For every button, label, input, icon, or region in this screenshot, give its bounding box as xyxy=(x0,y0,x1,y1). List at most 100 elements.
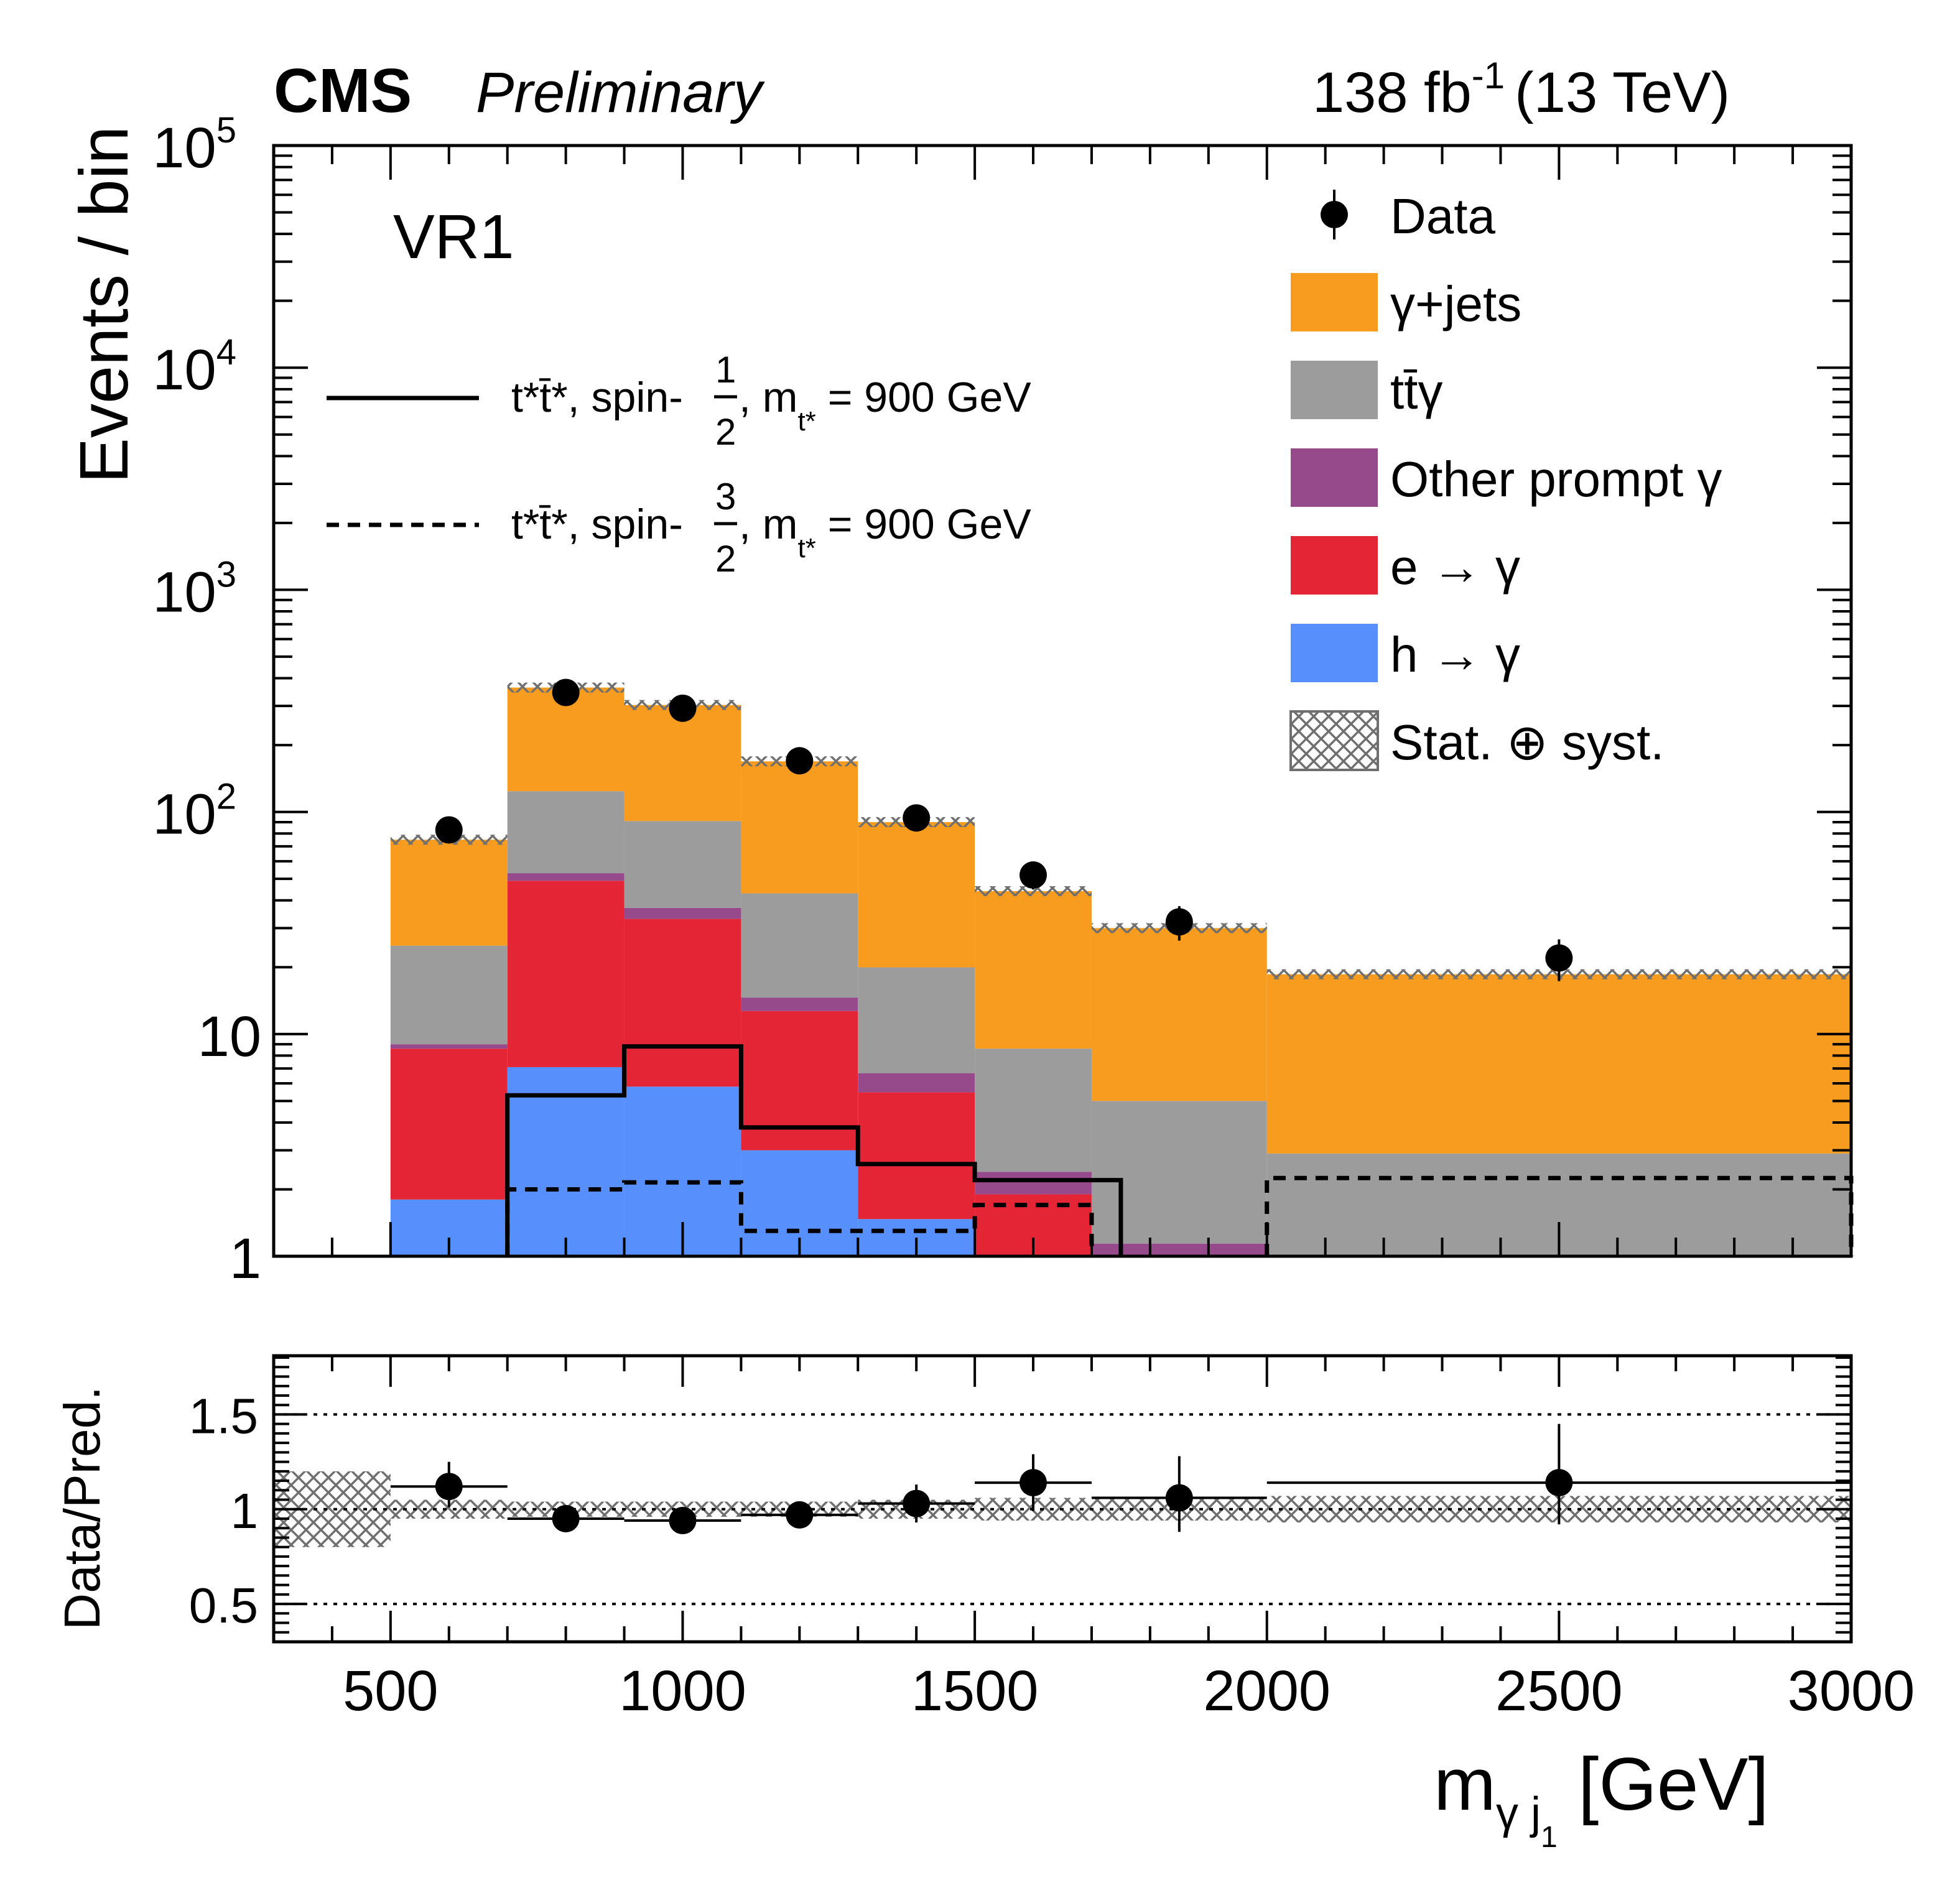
ratio-point xyxy=(1545,1469,1573,1497)
y-tick-exponent: 3 xyxy=(216,554,236,595)
legend-label-data: Data xyxy=(1390,188,1495,244)
signal-legend-1-num: 1 xyxy=(715,349,736,391)
legend-label: Other prompt γ xyxy=(1390,451,1722,507)
y-tick-exponent: 4 xyxy=(216,332,236,373)
data-point xyxy=(786,747,814,775)
bar-tt- xyxy=(741,893,858,998)
data-point xyxy=(903,804,931,832)
y-tick-label: 104 xyxy=(152,332,236,402)
legend-label-uncertainty: Stat. ⊕ syst. xyxy=(1390,715,1664,770)
bar-h- xyxy=(507,1067,625,1256)
bar-tt- xyxy=(390,945,508,1045)
ratio-point xyxy=(786,1501,814,1529)
signal-legend-2-text: t*t̄*, spin- xyxy=(511,501,683,548)
bar--jets xyxy=(858,822,975,968)
energy-label: (13 TeV) xyxy=(1515,61,1730,124)
uncertainty-band xyxy=(975,886,1092,896)
x-axis-title: mγ j1 [GeV] xyxy=(1434,1743,1769,1854)
region-label: VR1 xyxy=(393,202,514,272)
signal-legend-2-num: 3 xyxy=(715,476,736,517)
signal-legend-2-mass: , mt* = 900 GeV xyxy=(739,501,1031,563)
bar-other-prompt- xyxy=(507,873,625,881)
x-axis-title-sub: γ j xyxy=(1496,1789,1541,1838)
mass-text: , m xyxy=(739,501,797,548)
signal-line-solid xyxy=(505,1044,1123,1256)
bar-e- xyxy=(624,919,741,1087)
legend-swatch-1 xyxy=(1291,361,1378,419)
y-tick-base: 10 xyxy=(152,560,216,624)
bar-e- xyxy=(390,1049,508,1200)
legend-data-marker-icon xyxy=(1321,201,1348,228)
legend-swatch-0 xyxy=(1291,273,1378,331)
bar-tt- xyxy=(858,967,975,1073)
x-tick-label: 2500 xyxy=(1495,1659,1623,1723)
bar-tt- xyxy=(975,1049,1092,1172)
x-axis-title-m: m xyxy=(1434,1743,1496,1826)
y-tick-base: 10 xyxy=(152,338,216,402)
y-tick-label: 1 xyxy=(230,1227,261,1290)
ratio-point xyxy=(903,1489,931,1517)
bar--jets xyxy=(1091,928,1267,1101)
bar--jets xyxy=(1266,974,1851,1154)
y-tick-base: 10 xyxy=(152,116,216,180)
y-tick-label: 105 xyxy=(152,110,236,180)
signal-legend-1-mass: , mt* = 900 GeV xyxy=(739,374,1031,437)
legend-swatch-4 xyxy=(1291,624,1378,682)
ratio-y-tick-label: 1.5 xyxy=(189,1388,258,1443)
bar-other-prompt- xyxy=(390,1044,508,1049)
lumi-exponent: -1 xyxy=(1472,55,1505,96)
signal-legend-2-den: 2 xyxy=(715,538,736,580)
mass-sub: t* xyxy=(797,406,815,437)
bar-other-prompt- xyxy=(858,1073,975,1093)
y-tick-label: 103 xyxy=(152,554,236,624)
bar-tt- xyxy=(507,791,625,874)
signal-legend-1-den: 2 xyxy=(715,411,736,453)
data-point xyxy=(669,694,697,722)
legend-label: h → γ xyxy=(1390,627,1520,682)
legend-uncertainty-swatch xyxy=(1289,710,1379,771)
legend-swatch-2 xyxy=(1291,448,1378,507)
bar-other-prompt- xyxy=(1091,1243,1267,1256)
mass-text: , m xyxy=(739,374,797,421)
ratio-point xyxy=(435,1473,463,1501)
legend-label: γ+jets xyxy=(1390,276,1521,331)
mass-val: = 900 GeV xyxy=(816,501,1032,548)
y-tick-base: 10 xyxy=(152,783,216,846)
ratio-plot: 0.5 1 1.5 500 1000 1500 2000 2500 3000 xyxy=(189,1354,1915,1723)
ratio-point xyxy=(1019,1469,1047,1497)
bar-other-prompt- xyxy=(741,998,858,1011)
ratio-y-tick-label: 1 xyxy=(231,1483,259,1539)
ratio-point xyxy=(552,1504,580,1532)
x-tick-label: 2000 xyxy=(1203,1659,1331,1723)
ratio-y-axis-title: Data/Pred. xyxy=(54,1386,111,1630)
y-tick-exponent: 5 xyxy=(216,110,236,150)
data-point xyxy=(435,816,463,844)
data-point xyxy=(1165,908,1193,936)
experiment-label: CMS xyxy=(274,56,412,126)
y-tick-label: 102 xyxy=(152,777,236,846)
y-tick-label: 10 xyxy=(198,1005,261,1068)
ratio-y-tick-label: 0.5 xyxy=(189,1578,258,1633)
ratio-point xyxy=(669,1507,697,1535)
data-point xyxy=(1545,944,1573,972)
status-label: Preliminary xyxy=(476,61,765,124)
mass-val: = 900 GeV xyxy=(816,374,1032,421)
bar-other-prompt- xyxy=(624,907,741,919)
signal-legend-entry-2: t*t̄*, spin- xyxy=(511,501,683,548)
x-tick-label: 1000 xyxy=(619,1659,746,1723)
signal-legend-1-text: t*t̄*, spin- xyxy=(511,374,683,421)
x-axis-title-unit: [GeV] xyxy=(1558,1743,1769,1826)
bar-tt- xyxy=(1091,1101,1267,1244)
ratio-point xyxy=(1165,1484,1193,1512)
y-tick-exponent: 2 xyxy=(216,777,236,817)
legend-label: e → γ xyxy=(1390,539,1520,595)
mass-sub: t* xyxy=(797,533,815,563)
signal-legend: t*t̄*, spin- 1 2 , mt* = 900 GeV t*t̄*, … xyxy=(327,349,1031,580)
data-point xyxy=(1019,861,1047,889)
signal-legend-entry-1: t*t̄*, spin- xyxy=(511,374,683,421)
bar-e- xyxy=(507,881,625,1067)
bar-tt- xyxy=(624,821,741,908)
x-tick-label: 3000 xyxy=(1788,1659,1915,1723)
